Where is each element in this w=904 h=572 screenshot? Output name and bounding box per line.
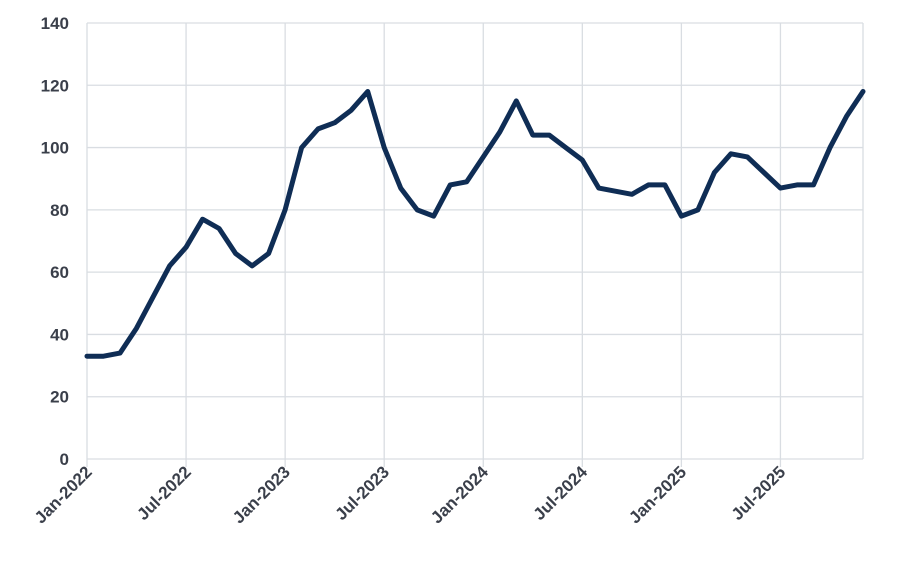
y-tick-label: 100 [41, 139, 69, 158]
x-tick-label: Jan-2022 [31, 462, 96, 527]
y-tick-label: 20 [50, 388, 69, 407]
x-tick-label: Jul-2024 [530, 462, 592, 524]
y-tick-label: 60 [50, 263, 69, 282]
y-tick-label: 120 [41, 76, 69, 95]
y-tick-label: 80 [50, 201, 69, 220]
y-tick-label: 0 [60, 450, 69, 469]
x-tick-label: Jul-2023 [331, 462, 393, 524]
y-tick-label: 40 [50, 325, 69, 344]
x-tick-label: Jan-2025 [625, 462, 690, 527]
data-line [84, 89, 866, 359]
x-tick-label: Jul-2025 [728, 462, 790, 524]
y-tick-label: 140 [41, 14, 69, 33]
x-tick-label: Jul-2022 [133, 462, 195, 524]
x-tick-label: Jan-2023 [229, 462, 294, 527]
x-tick-label: Jan-2024 [427, 462, 492, 527]
